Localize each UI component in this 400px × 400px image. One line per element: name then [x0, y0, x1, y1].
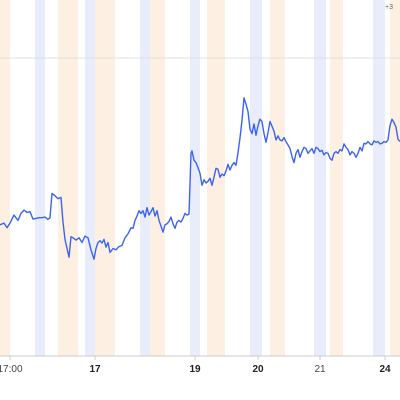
- x-tick-label-4: 21: [314, 364, 326, 375]
- band-night-5: [140, 0, 150, 356]
- band-layer: [0, 0, 400, 356]
- x-tick-label-3: 20: [252, 364, 264, 375]
- x-tick-label-1: 17: [89, 364, 101, 375]
- band-night-13: [373, 0, 385, 356]
- band-weekend-10: [270, 0, 285, 356]
- band-weekend-0: [0, 0, 10, 356]
- band-weekend-6: [150, 0, 165, 356]
- series-line-0: [0, 97, 400, 260]
- x-axis: 17:00 17 19 20 21 24: [0, 356, 391, 375]
- x-tick-label-5: 24: [379, 364, 391, 375]
- series-layer: [0, 97, 400, 260]
- band-night-9: [250, 0, 262, 356]
- corner-label: +3: [385, 4, 393, 11]
- x-tick-label-0: 17:00: [0, 364, 23, 375]
- band-night-1: [35, 0, 45, 356]
- band-weekend-2: [58, 0, 78, 356]
- band-weekend-4: [95, 0, 115, 356]
- band-night-11: [314, 0, 326, 356]
- band-night-3: [85, 0, 95, 356]
- band-night-7: [190, 0, 200, 356]
- grid-layer: [0, 57, 400, 357]
- x-tick-label-2: 19: [189, 364, 201, 375]
- band-weekend-14: [390, 0, 400, 356]
- band-weekend-8: [207, 0, 225, 356]
- band-weekend-12: [330, 0, 343, 356]
